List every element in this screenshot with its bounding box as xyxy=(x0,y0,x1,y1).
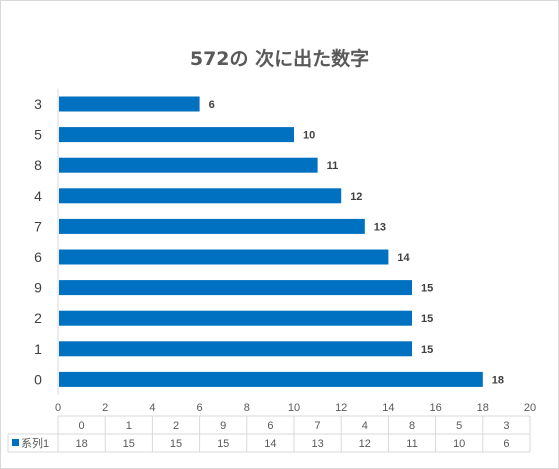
table-value-cell: 11 xyxy=(406,438,417,450)
y-tick-label: 4 xyxy=(34,188,42,204)
table-value-cell: 10 xyxy=(453,438,465,450)
table-header-cell: 9 xyxy=(220,420,226,432)
bar xyxy=(59,341,412,357)
data-label: 18 xyxy=(492,374,504,386)
y-tick-label: 2 xyxy=(34,310,42,326)
y-tick-label: 9 xyxy=(34,280,42,296)
data-label: 10 xyxy=(303,130,315,142)
x-tick-label: 12 xyxy=(335,402,347,414)
x-tick-label: 4 xyxy=(149,402,155,414)
data-label: 15 xyxy=(421,283,433,295)
table-value-cell: 18 xyxy=(75,438,87,450)
y-tick-label: 8 xyxy=(34,157,42,173)
y-tick-label: 5 xyxy=(34,127,42,143)
y-tick-label: 0 xyxy=(34,371,42,387)
table-value-cell: 12 xyxy=(359,438,371,450)
table-header-cell: 5 xyxy=(456,420,462,432)
bar xyxy=(59,127,294,143)
table-header-cell: 8 xyxy=(409,420,415,432)
data-label: 11 xyxy=(327,160,339,172)
table-series-label: 系列1 xyxy=(21,436,49,450)
y-tick-label: 3 xyxy=(34,96,42,112)
y-tick-label: 7 xyxy=(34,218,42,234)
data-label: 12 xyxy=(350,191,362,203)
legend-key xyxy=(12,439,19,446)
data-label: 13 xyxy=(374,221,386,233)
bar xyxy=(59,280,412,296)
bar xyxy=(59,157,318,173)
data-label: 15 xyxy=(421,344,433,356)
table-value-cell: 13 xyxy=(311,438,323,450)
x-tick-label: 0 xyxy=(55,402,61,414)
bar xyxy=(59,96,200,112)
table-header-cell: 0 xyxy=(79,420,85,432)
table-header-cell: 6 xyxy=(267,420,273,432)
x-tick-label: 8 xyxy=(244,402,250,414)
table-header-cell: 3 xyxy=(503,420,509,432)
x-tick-label: 20 xyxy=(524,402,536,414)
table-value-cell: 15 xyxy=(170,438,182,450)
bar xyxy=(59,218,365,234)
table-header-cell: 4 xyxy=(362,420,368,432)
bar xyxy=(59,371,483,387)
x-tick-label: 6 xyxy=(197,402,203,414)
bar xyxy=(59,249,389,265)
table-value-cell: 6 xyxy=(503,438,509,450)
data-label: 15 xyxy=(421,313,433,325)
x-tick-label: 18 xyxy=(477,402,489,414)
table-value-cell: 14 xyxy=(264,438,276,450)
table-value-cell: 15 xyxy=(217,438,229,450)
data-label: 14 xyxy=(397,252,410,264)
y-tick-label: 1 xyxy=(34,341,42,357)
x-tick-label: 2 xyxy=(102,402,108,414)
table-value-cell: 15 xyxy=(123,438,135,450)
data-label: 6 xyxy=(209,99,215,111)
x-tick-label: 14 xyxy=(382,402,394,414)
table-header-cell: 2 xyxy=(173,420,179,432)
x-tick-label: 16 xyxy=(429,402,441,414)
bar xyxy=(59,188,342,204)
table-header-cell: 7 xyxy=(315,420,321,432)
table-header-cell: 1 xyxy=(126,420,132,432)
chart-title: 572の 次に出た数字 xyxy=(189,48,370,70)
bar xyxy=(59,310,412,326)
x-tick-label: 10 xyxy=(288,402,300,414)
y-tick-label: 6 xyxy=(34,249,42,265)
